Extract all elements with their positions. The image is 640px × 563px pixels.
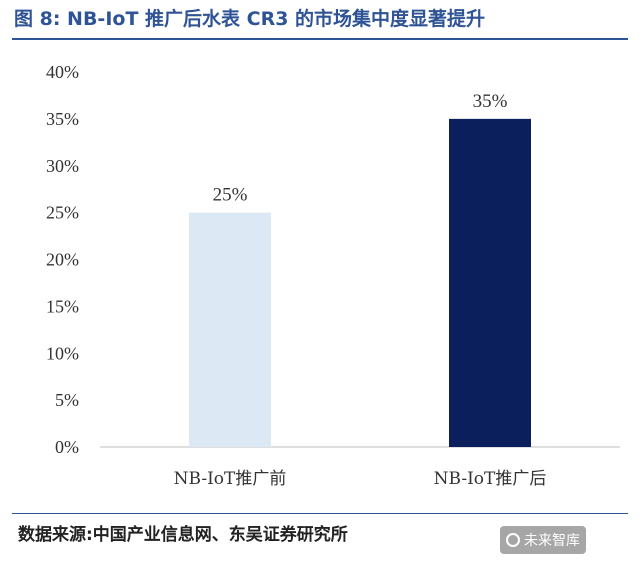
bar <box>189 212 271 447</box>
y-tick-label: 10% <box>46 343 79 363</box>
y-tick-label: 25% <box>46 203 79 223</box>
x-tick-label: NB-IoT推广后 <box>434 469 547 489</box>
y-tick-label: 15% <box>46 296 79 316</box>
y-tick-label: 0% <box>55 437 79 457</box>
bar <box>449 118 531 447</box>
watermark-text: 未来智库 <box>524 533 580 549</box>
data-source: 数据来源:中国产业信息网、东吴证券研究所 <box>18 525 348 545</box>
source-divider <box>12 513 628 514</box>
y-tick-label: 20% <box>46 250 79 270</box>
figure-title: 图 8: NB-IoT 推广后水表 CR3 的市场集中度显著提升 <box>14 8 486 30</box>
y-tick-label: 30% <box>46 156 79 176</box>
data-label: 35% <box>473 91 508 112</box>
data-label: 25% <box>213 185 248 206</box>
bar-chart: 0% 5% 10% 15% 20% 25% 30% 35% 40% 25% NB-IoT推广前 35%… <box>46 62 620 489</box>
y-tick-label: 40% <box>46 62 79 82</box>
y-tick-label: 35% <box>46 109 79 129</box>
x-tick-label: NB-IoT推广前 <box>174 469 287 489</box>
camera-icon <box>506 533 520 547</box>
title-divider <box>12 38 628 40</box>
watermark: 未来智库 <box>500 526 586 554</box>
y-tick-label: 5% <box>55 390 79 410</box>
